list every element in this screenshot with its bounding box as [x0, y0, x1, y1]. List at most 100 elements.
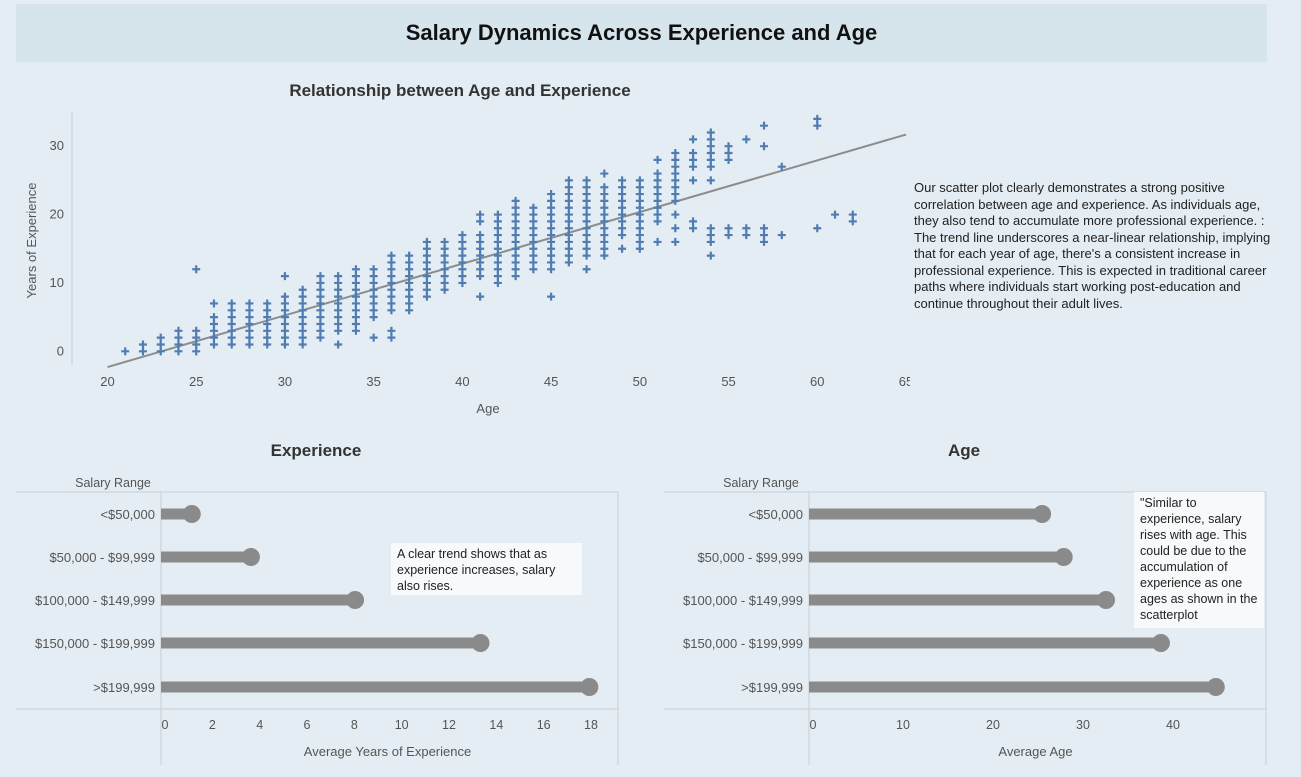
data-point — [334, 299, 343, 308]
data-point — [351, 265, 360, 274]
data-point — [724, 149, 733, 158]
data-point — [653, 237, 662, 246]
category-label: <$50,000 — [748, 507, 803, 522]
data-point — [351, 313, 360, 322]
data-point — [689, 135, 698, 144]
data-point — [351, 278, 360, 287]
data-point — [334, 319, 343, 328]
data-point — [742, 224, 751, 233]
lollipop-dot — [1097, 591, 1115, 609]
lollipop-dot — [1206, 678, 1225, 696]
data-point — [547, 231, 556, 240]
data-point — [405, 285, 414, 294]
data-point — [316, 272, 325, 281]
data-point — [671, 183, 680, 192]
data-point — [476, 237, 485, 246]
lollipop-dot — [1054, 548, 1073, 566]
data-point — [653, 190, 662, 199]
data-point — [706, 237, 715, 246]
data-point — [582, 203, 591, 212]
data-point — [209, 313, 218, 322]
data-point — [724, 155, 733, 164]
data-point — [458, 272, 467, 281]
data-point — [280, 292, 289, 301]
data-point — [440, 265, 449, 274]
data-point — [564, 217, 573, 226]
data-point — [316, 306, 325, 315]
x-tick-label: 45 — [544, 374, 558, 389]
data-point — [671, 237, 680, 246]
data-point — [635, 217, 644, 226]
data-point — [387, 265, 396, 274]
data-point — [369, 285, 378, 294]
data-point — [405, 251, 414, 260]
category-label: >$199,999 — [93, 680, 155, 695]
data-point — [689, 149, 698, 158]
data-point — [635, 231, 644, 240]
x-axis-title: Average Age — [998, 744, 1072, 759]
data-point — [263, 299, 272, 308]
data-point — [405, 265, 414, 274]
lollipop-title: Age — [948, 441, 980, 460]
lollipop-dot — [580, 678, 599, 696]
x-tick-label: 20 — [986, 718, 1000, 732]
data-point — [192, 340, 201, 349]
data-point — [387, 278, 396, 287]
data-point — [351, 272, 360, 281]
data-point — [458, 258, 467, 267]
category-label: $50,000 - $99,999 — [697, 550, 803, 565]
category-label: $150,000 - $199,999 — [35, 636, 155, 651]
data-point — [458, 278, 467, 287]
x-tick-label: 65 — [899, 374, 910, 389]
data-point — [405, 258, 414, 267]
data-point — [422, 265, 431, 274]
data-point — [618, 231, 627, 240]
data-point — [227, 326, 236, 335]
data-point — [209, 319, 218, 328]
data-point — [831, 210, 840, 219]
data-point — [351, 319, 360, 328]
data-point — [422, 258, 431, 267]
y-tick-label: 10 — [50, 275, 64, 290]
data-point — [706, 155, 715, 164]
data-point — [174, 326, 183, 335]
data-point — [316, 299, 325, 308]
data-point — [192, 333, 201, 342]
data-point — [706, 142, 715, 151]
x-tick-label: 12 — [442, 718, 456, 732]
data-point — [440, 285, 449, 294]
data-point — [760, 142, 769, 151]
data-point — [582, 251, 591, 260]
data-point — [564, 231, 573, 240]
data-point — [476, 217, 485, 226]
data-point — [263, 333, 272, 342]
data-point — [671, 155, 680, 164]
data-point — [227, 340, 236, 349]
data-point — [156, 347, 165, 356]
data-point — [458, 251, 467, 260]
data-point — [564, 196, 573, 205]
data-point — [263, 326, 272, 335]
data-point — [635, 190, 644, 199]
x-tick-label: 0 — [810, 718, 817, 732]
data-point — [227, 333, 236, 342]
category-label: $100,000 - $149,999 — [683, 593, 803, 608]
category-axis-title: Salary Range — [723, 476, 799, 490]
x-tick-label: 20 — [100, 374, 114, 389]
data-point — [742, 231, 751, 240]
data-point — [813, 121, 822, 130]
data-point — [706, 176, 715, 185]
data-point — [511, 265, 520, 274]
data-point — [316, 313, 325, 322]
data-point — [298, 299, 307, 308]
data-point — [706, 135, 715, 144]
title-band: Salary Dynamics Across Experience and Ag… — [16, 4, 1267, 62]
data-point — [547, 224, 556, 233]
data-point — [476, 272, 485, 281]
data-point — [227, 313, 236, 322]
data-point — [405, 272, 414, 281]
lollipop-dot — [1151, 634, 1170, 652]
data-point — [280, 313, 289, 322]
data-point — [227, 306, 236, 315]
data-point — [387, 285, 396, 294]
